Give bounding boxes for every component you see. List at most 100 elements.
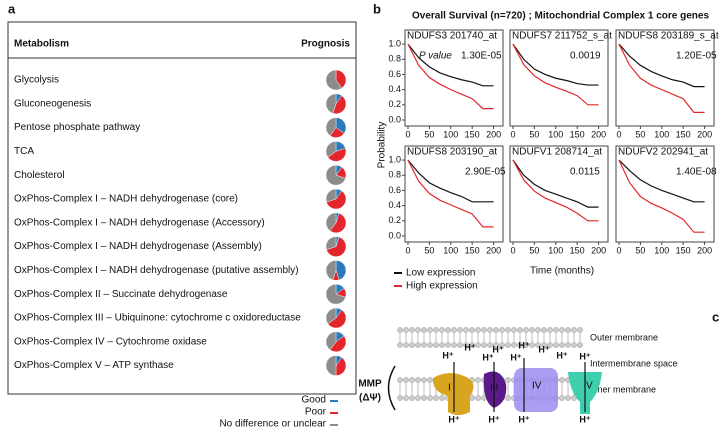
x-tick-label: 150 xyxy=(570,129,585,139)
lipid-head xyxy=(559,395,565,401)
row-label: OxPhos-Complex III – Ubiquinone: cytochr… xyxy=(14,313,301,324)
row-label: OxPhos-Complex V – ATP synthase xyxy=(14,360,174,371)
pie-slice xyxy=(335,260,347,281)
proton-arrows xyxy=(453,358,586,412)
lipid-head xyxy=(529,342,535,348)
survival-curve xyxy=(618,159,705,203)
pie-slice xyxy=(325,331,337,351)
y-tick-label: 0.2 xyxy=(388,99,401,109)
survival-curve xyxy=(618,159,705,233)
plot-frame xyxy=(615,145,715,243)
x-tick-label: 100 xyxy=(654,245,669,255)
row-label: OxPhos-Complex I – NADH dehydrogenase (p… xyxy=(14,265,299,276)
legend-label: Poor xyxy=(305,407,327,418)
y-tick-label: 0.0 xyxy=(388,230,401,240)
complex-iv xyxy=(514,368,558,412)
complex-label: IV xyxy=(532,381,542,392)
header-metabolism: Metabolism xyxy=(14,39,69,50)
bracket xyxy=(387,365,396,411)
lipid-head xyxy=(421,395,427,401)
lipid-head xyxy=(421,327,427,333)
pie-slice xyxy=(325,69,343,91)
plot-frame xyxy=(615,29,715,127)
complex-iii xyxy=(483,371,507,408)
pvalue-prefix: P value xyxy=(419,51,452,62)
y-tick-label: 1.0 xyxy=(388,38,401,48)
y-tick-label: 0.8 xyxy=(388,170,401,180)
lipid-head xyxy=(559,342,565,348)
x-axis-label: Time (months) xyxy=(530,266,594,277)
y-tick-label: 1.0 xyxy=(388,154,401,164)
legend-label: Low expression xyxy=(406,268,475,279)
pvalue: 1.40E-08 xyxy=(676,167,717,178)
pie-slice xyxy=(329,335,347,352)
lipid-head xyxy=(505,327,511,333)
lipid-head xyxy=(541,342,547,348)
lipid-head xyxy=(553,342,559,348)
lipid-head xyxy=(493,342,499,348)
pie-slice xyxy=(325,283,346,305)
y-tick-label: 0.4 xyxy=(388,84,401,94)
mmp-label: MMP xyxy=(358,379,382,390)
row-label: Gluconeogenesis xyxy=(14,98,91,109)
y-tick-label: 0.2 xyxy=(388,215,401,225)
lipid-head xyxy=(517,327,523,333)
x-tick-label: 50 xyxy=(635,129,645,139)
lipid-head xyxy=(457,327,463,333)
survival-curve xyxy=(512,43,599,106)
x-tick-label: 0 xyxy=(405,129,410,139)
pie-slice xyxy=(335,357,347,376)
lipid-head xyxy=(475,327,481,333)
lipid-head xyxy=(577,342,583,348)
proton-label: H⁺ xyxy=(518,340,529,350)
lipid-head xyxy=(523,342,529,348)
proton-label: H⁺ xyxy=(448,414,459,424)
lipid-head xyxy=(421,342,427,348)
x-tick-label: 50 xyxy=(424,245,434,255)
x-tick-label: 0 xyxy=(510,245,515,255)
x-tick-label: 100 xyxy=(443,129,458,139)
x-tick-label: 150 xyxy=(676,245,691,255)
lipid-head xyxy=(475,395,481,401)
lipid-head xyxy=(427,377,433,383)
legend-label: High expression xyxy=(406,281,478,292)
pvalue: 1.20E-05 xyxy=(676,51,717,62)
lipid-head xyxy=(571,395,577,401)
row-label: OxPhos-Complex I – NADH dehydrogenase (c… xyxy=(14,194,238,205)
lipid-head xyxy=(403,342,409,348)
pie-slice xyxy=(326,190,347,210)
panel-label: b xyxy=(373,1,381,16)
lipid-head xyxy=(571,342,577,348)
x-tick-label: 200 xyxy=(697,129,712,139)
pie-slice xyxy=(325,188,337,203)
lipid-head xyxy=(493,327,499,333)
plot-title: NDUFV2 202941_at xyxy=(618,147,708,158)
complex-label: I xyxy=(448,383,451,394)
lipid-head xyxy=(451,342,457,348)
plot-frame xyxy=(404,145,504,243)
proton-label: H⁺ xyxy=(464,342,475,352)
table-box xyxy=(7,21,357,395)
pvalue: 0.0115 xyxy=(570,167,600,178)
lipid-head xyxy=(559,377,565,383)
pie-slice xyxy=(325,164,346,186)
x-tick-label: 0 xyxy=(616,129,621,139)
y-tick-label: 0.4 xyxy=(388,200,401,210)
lipid-head xyxy=(535,327,541,333)
pie-slice xyxy=(325,355,337,376)
lipid-head xyxy=(481,327,487,333)
lipid-head xyxy=(403,395,409,401)
row-label: Pentose phosphate pathway xyxy=(14,122,140,133)
plot-title: NDUFS8 203190_at xyxy=(407,147,497,158)
intermembrane-label: Intermembrane space xyxy=(590,358,678,368)
pie-slice xyxy=(325,212,337,232)
survival-curve xyxy=(407,43,494,87)
x-tick-label: 150 xyxy=(676,129,691,139)
pie-slice xyxy=(335,69,347,89)
pie-slice xyxy=(325,117,337,136)
x-tick-label: 50 xyxy=(529,245,539,255)
x-tick-label: 200 xyxy=(486,129,501,139)
km-title: Overall Survival (n=720) ; Mitochondrial… xyxy=(412,11,709,22)
